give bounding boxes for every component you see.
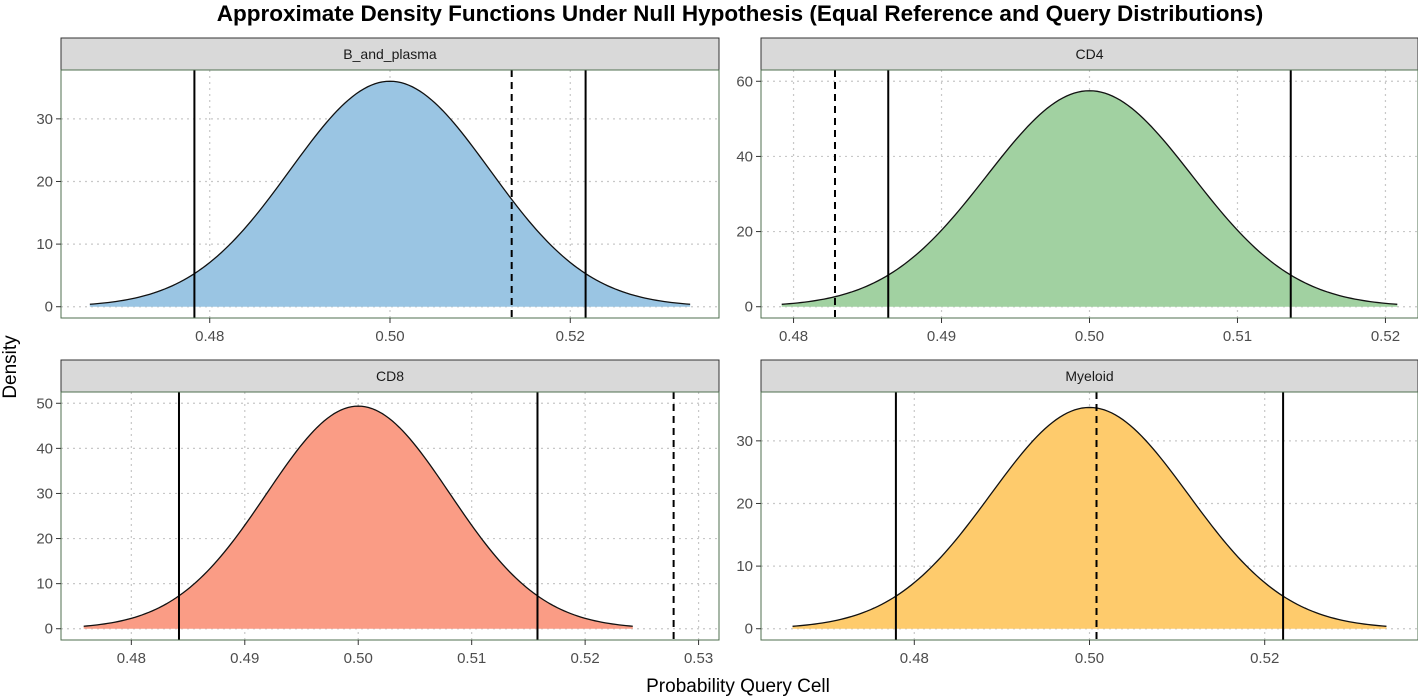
density-area <box>792 407 1387 629</box>
panel-cd4: CD4 0.48 0.49 0.50 0.51 0.52 0 20 40 60 <box>736 37 1418 345</box>
y-tick-label: 10 <box>36 576 53 593</box>
strip-header <box>60 359 720 393</box>
x-tick-label: 0.52 <box>556 328 585 345</box>
x-tick-label: 0.48 <box>117 650 146 667</box>
strip-label: CD8 <box>376 368 404 384</box>
chart-title: Approximate Density Functions Under Null… <box>217 1 1263 26</box>
y-tick-label: 30 <box>36 485 53 502</box>
density-area <box>89 81 691 307</box>
x-tick-label: 0.51 <box>457 650 486 667</box>
strip-label: CD4 <box>1075 46 1103 62</box>
strip-header <box>60 37 720 71</box>
x-tick-label: 0.49 <box>230 650 259 667</box>
y-tick-label: 30 <box>36 111 53 128</box>
x-tick-label: 0.51 <box>1223 328 1252 345</box>
y-axis-title: Density <box>0 335 21 399</box>
y-tick-label: 30 <box>736 433 753 450</box>
x-tick-label: 0.50 <box>344 650 373 667</box>
density-curve <box>83 405 633 627</box>
y-tick-label: 0 <box>45 299 53 316</box>
x-tick-label: 0.48 <box>779 328 808 345</box>
x-tick-label: 0.50 <box>1075 328 1104 345</box>
strip-label: Myeloid <box>1065 368 1113 384</box>
density-curve <box>89 80 691 305</box>
x-tick-label: 0.50 <box>1075 650 1104 667</box>
x-tick-label: 0.50 <box>375 328 404 345</box>
x-tick-label: 0.49 <box>927 328 956 345</box>
y-tick-label: 0 <box>745 299 753 316</box>
strip-header <box>760 359 1418 393</box>
strip-label: B_and_plasma <box>343 46 437 62</box>
density-curve <box>792 406 1387 627</box>
strip-header <box>760 37 1418 71</box>
panel-b-and-plasma: B_and_plasma 0.48 0.50 0.52 0 10 20 30 <box>36 37 720 345</box>
panel-border <box>60 391 720 641</box>
density-curve <box>781 90 1398 305</box>
density-area <box>781 90 1398 307</box>
density-area <box>83 406 633 629</box>
y-tick-label: 0 <box>45 621 53 638</box>
y-tick-label: 10 <box>36 236 53 253</box>
y-tick-label: 40 <box>736 148 753 165</box>
y-tick-label: 0 <box>745 621 753 638</box>
x-axis-title: Probability Query Cell <box>646 676 830 697</box>
y-tick-label: 20 <box>736 495 753 512</box>
x-tick-label: 0.48 <box>195 328 224 345</box>
y-tick-label: 50 <box>36 395 53 412</box>
y-tick-label: 20 <box>36 173 53 190</box>
panel-myeloid: Myeloid 0.48 0.50 0.52 0 10 20 30 <box>736 359 1418 667</box>
x-tick-label: 0.48 <box>900 650 929 667</box>
x-tick-label: 0.52 <box>1371 328 1400 345</box>
y-tick-label: 10 <box>736 558 753 575</box>
y-tick-label: 20 <box>736 224 753 241</box>
panel-cd8: CD8 0.48 0.49 0.50 0.51 0.52 0.53 0 10 20 30 40 50 <box>36 359 720 667</box>
y-tick-label: 60 <box>736 73 753 90</box>
y-tick-label: 40 <box>36 440 53 457</box>
x-tick-label: 0.53 <box>684 650 713 667</box>
x-tick-label: 0.52 <box>571 650 600 667</box>
facet-panels: B_and_plasma 0.48 0.50 0.52 0 10 20 30 CD4 0.48 0.… <box>36 37 1418 667</box>
x-tick-label: 0.52 <box>1250 650 1279 667</box>
y-tick-label: 20 <box>36 531 53 548</box>
